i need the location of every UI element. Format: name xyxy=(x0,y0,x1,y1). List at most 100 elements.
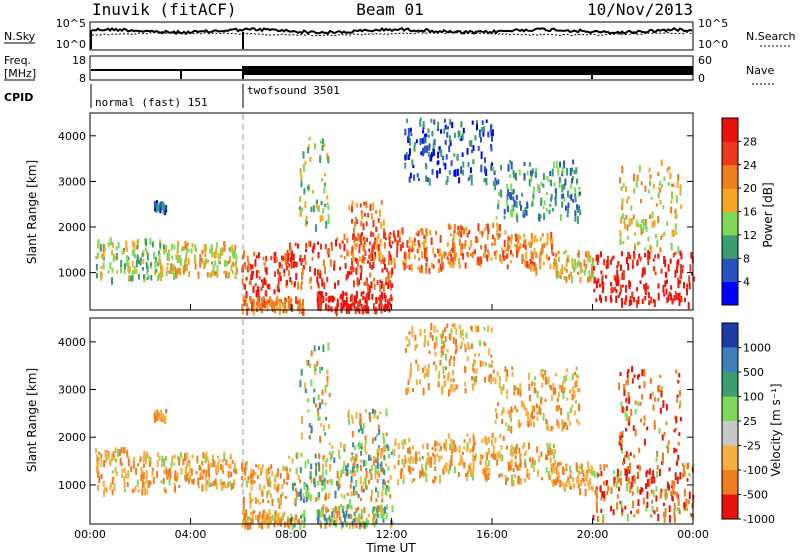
velocity-echo xyxy=(551,479,554,484)
power-echo xyxy=(600,297,603,304)
velocity-echo xyxy=(324,402,327,406)
power-echo xyxy=(103,246,106,253)
velocity-echo xyxy=(206,456,209,462)
power-echo xyxy=(384,232,387,237)
velocity-echo xyxy=(472,363,474,371)
velocity-colorbar-tick-label: -25 xyxy=(743,440,761,453)
velocity-echo xyxy=(408,446,411,455)
velocity-echo xyxy=(415,359,418,365)
velocity-echo xyxy=(436,442,439,446)
velocity-echo xyxy=(687,499,690,505)
power-echo xyxy=(452,233,455,241)
power-echo xyxy=(593,288,596,293)
power-echo xyxy=(327,155,330,164)
velocity-echo xyxy=(434,447,437,452)
velocity-echo xyxy=(320,522,322,529)
velocity-echo xyxy=(186,463,189,468)
velocity-echo xyxy=(572,477,575,483)
power-echo xyxy=(322,295,325,303)
velocity-echo xyxy=(424,365,427,370)
power-echo xyxy=(550,246,553,255)
power-echo xyxy=(633,297,636,303)
power-echo xyxy=(340,293,343,300)
power-echo xyxy=(601,274,604,281)
velocity-echo xyxy=(620,444,623,451)
velocity-echo xyxy=(619,432,622,437)
power-colorbar-tick-label: 28 xyxy=(743,135,757,148)
power-echo xyxy=(461,243,464,250)
velocity-echo xyxy=(514,446,517,455)
velocity-echo xyxy=(527,411,529,420)
power-echo xyxy=(400,244,402,252)
power-echo xyxy=(462,169,465,176)
velocity-echo xyxy=(201,460,204,466)
velocity-echo xyxy=(675,369,678,374)
power-echo xyxy=(245,290,248,299)
power-echo xyxy=(530,250,533,259)
power-echo xyxy=(439,235,442,243)
velocity-echo xyxy=(646,470,649,474)
velocity-echo xyxy=(440,345,443,354)
velocity-echo xyxy=(321,389,324,396)
velocity-echo xyxy=(404,347,407,353)
velocity-echo xyxy=(655,457,658,462)
power-echo xyxy=(626,198,629,204)
velocity-echo xyxy=(261,514,264,520)
power-echo xyxy=(557,167,560,176)
power-echo xyxy=(274,308,277,314)
velocity-echo xyxy=(174,475,176,481)
power-echo xyxy=(609,259,612,265)
power-echo xyxy=(469,167,472,174)
power-echo xyxy=(326,276,329,283)
power-echo xyxy=(621,165,624,174)
velocity-echo xyxy=(355,479,358,488)
power-echo xyxy=(555,271,558,277)
velocity-echo xyxy=(184,466,187,475)
velocity-echo xyxy=(368,479,370,485)
velocity-echo xyxy=(365,522,368,528)
velocity-echo xyxy=(629,485,632,494)
power-echo xyxy=(380,308,383,314)
power-echo xyxy=(487,227,490,235)
power-echo xyxy=(320,299,323,306)
velocity-echo xyxy=(640,418,642,423)
power-echo xyxy=(628,218,631,225)
velocity-echo xyxy=(229,463,232,470)
velocity-echo xyxy=(679,416,682,422)
power-echo xyxy=(96,252,99,256)
power-echo xyxy=(681,268,684,274)
power-echo xyxy=(658,191,661,198)
power-echo xyxy=(369,272,372,278)
velocity-echo xyxy=(541,477,544,481)
power-echo xyxy=(563,183,566,190)
velocity-echo xyxy=(649,393,652,400)
velocity-echo xyxy=(440,334,442,339)
velocity-echo xyxy=(293,522,296,528)
power-echo xyxy=(557,273,560,278)
velocity-echo xyxy=(502,436,505,441)
velocity-echo xyxy=(393,449,396,457)
power-echo xyxy=(133,242,136,247)
velocity-echo xyxy=(688,472,691,477)
power-echo xyxy=(670,200,673,204)
power-echo xyxy=(673,294,676,302)
velocity-echo xyxy=(318,453,321,459)
velocity-echo xyxy=(621,448,623,454)
velocity-echo xyxy=(161,413,164,419)
velocity-echo xyxy=(186,452,189,460)
power-echo xyxy=(675,195,678,203)
velocity-echo xyxy=(645,471,648,478)
power-echo xyxy=(370,233,372,237)
velocity-echo xyxy=(309,363,312,369)
velocity-echo xyxy=(208,473,211,477)
power-echo xyxy=(368,248,371,252)
velocity-echo xyxy=(384,444,386,449)
power-echo xyxy=(362,296,365,300)
velocity-echo xyxy=(407,379,410,386)
velocity-echo xyxy=(360,485,363,493)
power-echo xyxy=(323,186,326,194)
power-echo xyxy=(645,282,648,290)
velocity-echo xyxy=(382,515,385,523)
velocity-echo xyxy=(223,457,226,461)
